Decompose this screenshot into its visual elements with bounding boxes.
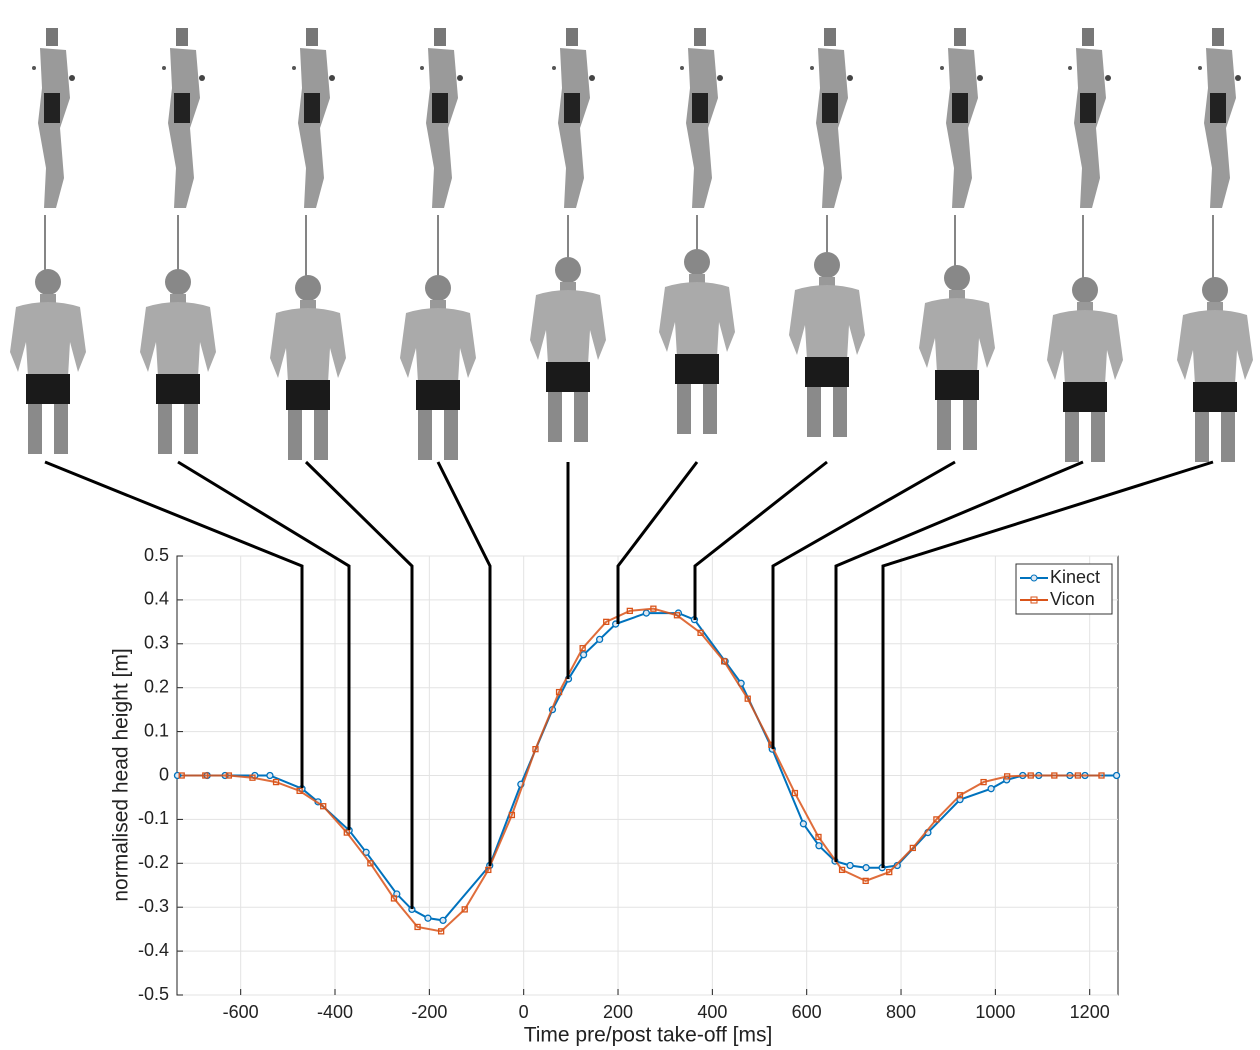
x-tick-label: 800 — [886, 1002, 916, 1022]
y-tick-label: 0.3 — [144, 633, 169, 653]
x-tick-label: -600 — [223, 1002, 259, 1022]
legend-label: Kinect — [1050, 567, 1100, 587]
x-tick-label: 0 — [519, 1002, 529, 1022]
data-point — [988, 786, 994, 792]
x-tick-label: 1200 — [1070, 1002, 1110, 1022]
data-point — [440, 917, 446, 923]
x-axis-label: Time pre/post take-off [ms] — [524, 1024, 773, 1047]
y-tick-label: -0.4 — [138, 940, 169, 960]
x-tick-label: 400 — [697, 1002, 727, 1022]
data-point — [425, 915, 431, 921]
y-tick-label: 0.5 — [144, 545, 169, 565]
data-point — [800, 821, 806, 827]
data-point — [863, 865, 869, 871]
data-point — [847, 862, 853, 868]
y-tick-label: 0 — [159, 764, 169, 784]
x-tick-label: 600 — [792, 1002, 822, 1022]
x-tick-label: 1000 — [975, 1002, 1015, 1022]
data-point — [597, 636, 603, 642]
y-tick-label: -0.5 — [138, 984, 169, 1004]
y-axis-label: normalised head height [m] — [110, 648, 133, 901]
y-tick-label: -0.3 — [138, 896, 169, 916]
legend-label: Vicon — [1050, 589, 1095, 609]
y-tick-label: 0.2 — [144, 676, 169, 696]
data-point — [267, 773, 273, 779]
x-tick-label: -400 — [317, 1002, 353, 1022]
x-tick-label: -200 — [411, 1002, 447, 1022]
figure: Time pre/post take-off [ms] normalised h… — [0, 0, 1260, 1050]
y-tick-label: -0.2 — [138, 852, 169, 872]
data-point — [1114, 773, 1120, 779]
data-point — [816, 843, 822, 849]
y-tick-label: -0.1 — [138, 808, 169, 828]
photos — [10, 28, 1253, 462]
legend-marker — [1031, 575, 1037, 581]
data-point — [643, 610, 649, 616]
y-tick-label: 0.4 — [144, 589, 169, 609]
x-tick-label: 200 — [603, 1002, 633, 1022]
data-point — [581, 652, 587, 658]
y-tick-label: 0.1 — [144, 720, 169, 740]
